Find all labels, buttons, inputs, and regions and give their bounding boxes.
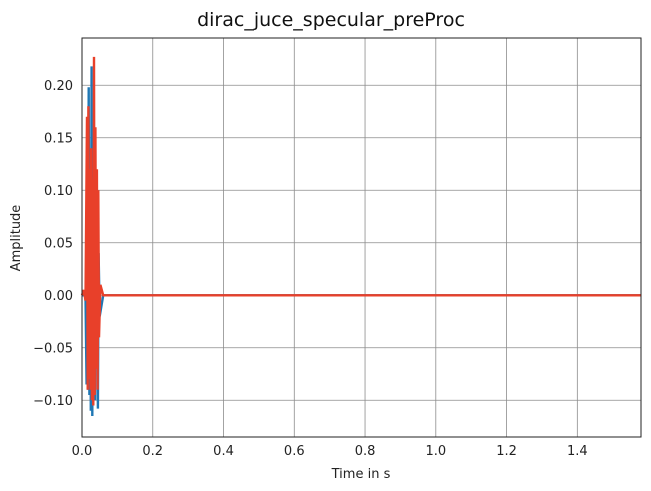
y-tick-label: 0.00 <box>44 289 73 304</box>
y-tick-label: −0.05 <box>33 341 73 356</box>
x-tick-label: 1.2 <box>496 444 517 459</box>
x-tick-label: 1.4 <box>567 444 588 459</box>
series-line-2 <box>80 56 641 406</box>
y-tick-label: 0.20 <box>44 79 73 94</box>
y-tick-label: 0.15 <box>44 131 73 146</box>
x-tick-label: 1.0 <box>425 444 446 459</box>
series-line-1 <box>82 66 641 417</box>
series-layer <box>80 56 641 417</box>
x-axis-label: Time in s <box>331 467 391 482</box>
x-tick-label: 0.8 <box>355 444 376 459</box>
y-axis-label: Amplitude <box>9 205 24 272</box>
x-tick-label: 0.0 <box>72 444 93 459</box>
y-tick-label: 0.10 <box>44 184 73 199</box>
y-tick-label: 0.05 <box>44 236 73 251</box>
y-tick-label: −0.10 <box>33 394 73 409</box>
x-tick-label: 0.6 <box>284 444 305 459</box>
grid-layer <box>81 38 641 437</box>
x-tick-label: 0.4 <box>213 444 234 459</box>
x-tick-label: 0.2 <box>142 444 163 459</box>
chart-title: dirac_juce_specular_preProc <box>197 9 465 31</box>
tick-layer: 0.0 0.2 0.4 0.6 0.8 1.0 1.2 1.4 −0.10 −0.05 0.00 0.… <box>33 79 588 459</box>
plot-area-frame <box>81 37 642 438</box>
